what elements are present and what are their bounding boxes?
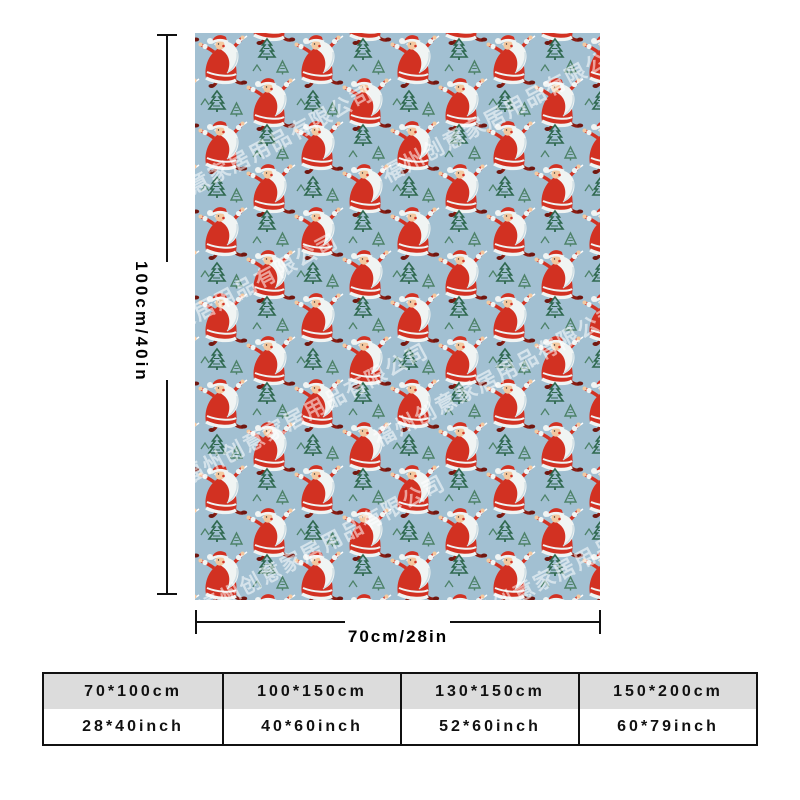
size-cell-inch-0: 28*40inch <box>82 717 184 735</box>
width-dim-left-cap <box>195 610 197 634</box>
size-cell-inch-1: 40*60inch <box>222 709 400 744</box>
width-dim-line-right <box>450 621 599 623</box>
size-table: 70*100cm 100*150cm 130*150cm 150*200cm 2… <box>42 672 758 746</box>
width-dimension-label: 70cm/28in <box>347 627 449 646</box>
height-dim-line-lower <box>166 380 168 594</box>
width-dim-line-left <box>197 621 345 623</box>
size-cell-inch-2: 52*60inch <box>400 709 578 744</box>
santa-pattern-svg <box>195 33 600 600</box>
size-cell-inch-3: 60*79inch <box>578 709 756 744</box>
size-cell-cm-2: 130*150cm <box>400 674 578 709</box>
height-dim-line-upper <box>166 35 168 262</box>
size-cell-cm-1: 100*150cm <box>222 674 400 709</box>
size-cell-cm-3: 150*200cm <box>578 674 756 709</box>
size-cell-cm-0: 70*100cm <box>44 674 222 709</box>
width-dim-right-cap <box>599 610 601 634</box>
fabric-swatch: 福州创意家居用品有限公司 福州创意家居用品有限公司 福州创意家居用品有限公司 福… <box>195 33 600 600</box>
height-dimension-label: 100cm/40in <box>132 261 151 383</box>
height-dim-bottom-cap <box>157 593 177 595</box>
